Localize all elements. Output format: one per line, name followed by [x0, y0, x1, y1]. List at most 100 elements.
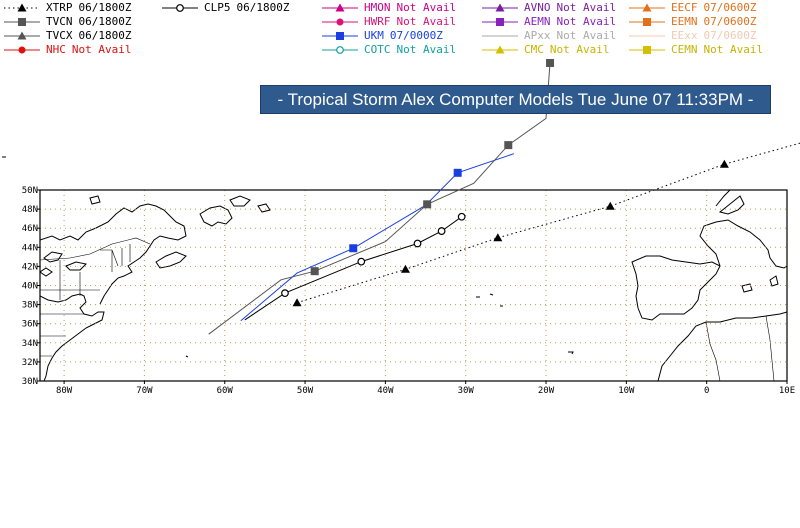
legend-symbol-triangle: [4, 3, 40, 12]
legend-symbol-square: [322, 32, 358, 40]
legend-symbol-triangle: [482, 45, 518, 54]
longitude-labels: 80W 70W 60W 50W 40W 30W 20W 10W 0 10E: [56, 381, 795, 396]
lat-lon-grid: [40, 190, 787, 381]
legend-marker: [17, 31, 27, 40]
lat-tick-label: 40N: [22, 282, 38, 292]
legend-label: COTC: [364, 43, 391, 56]
model-tracks: [208, 58, 800, 335]
legend-symbol-none: [482, 35, 518, 37]
legend-symbol-square: [629, 18, 665, 26]
legend-label: EExx: [671, 29, 698, 42]
legend-item-clp5: CLP5 06/1800Z: [160, 1, 289, 15]
legend-label: TVCX: [46, 29, 73, 42]
legend-label: APxx: [524, 29, 551, 42]
legend-item-eexx: EExx 07/0600Z: [627, 29, 756, 43]
mediterranean-islands: [741, 275, 779, 293]
track-point: [437, 227, 446, 235]
track-point: [281, 289, 289, 298]
track-point: [457, 212, 466, 221]
track-point: [310, 267, 319, 276]
legend-label: TVCN: [46, 15, 73, 28]
legend-label: XTRP: [46, 1, 73, 14]
legend-status: 06/1800Z: [78, 1, 132, 14]
legend-symbol-triangle: [4, 31, 40, 40]
legend-symbol-circle: [322, 18, 358, 26]
lon-tick-label: 20W: [538, 386, 555, 396]
track-point: [605, 201, 615, 210]
legend-marker: [643, 46, 651, 54]
legend-marker: [336, 18, 344, 26]
legend-item-tvcx: TVCX 06/1800Z: [2, 29, 131, 43]
legend-symbol-none: [629, 35, 665, 37]
legend-status: Not Avail: [556, 15, 617, 28]
lat-tick-label: 44N: [22, 243, 38, 253]
legend-symbol-circle-open: [162, 4, 198, 12]
track-point: [719, 159, 729, 168]
lat-tick-label: 38N: [22, 301, 38, 311]
iberia-coastline: [631, 255, 721, 321]
legend-item-eecf: EECF 07/0600Z: [627, 1, 756, 15]
legend-item-avno: AVNO Not Avail: [480, 1, 616, 15]
legend-status: Not Avail: [396, 15, 457, 28]
north-africa-coastline: [657, 311, 787, 381]
track-point: [292, 298, 302, 307]
legend-symbol-circle: [4, 46, 40, 54]
lon-tick-label: 10W: [618, 386, 635, 396]
track-line: [244, 216, 462, 321]
legend-status: 07/0000Z: [389, 29, 443, 42]
legend-item-eemn: EEMN 07/0600Z: [627, 15, 756, 29]
lat-tick-label: 46N: [22, 224, 38, 234]
lon-tick-label: 0: [704, 386, 709, 396]
track-point: [357, 257, 366, 266]
arctic-islands: [89, 195, 271, 213]
track-point: [400, 264, 410, 273]
lat-tick-label: 42N: [22, 262, 38, 272]
nova-scotia: [155, 251, 187, 269]
newfoundland: [199, 205, 233, 227]
legend-status: Not Avail: [549, 43, 610, 56]
legend-status: Not Avail: [556, 29, 617, 42]
track-point: [504, 141, 513, 150]
lat-tick-label: 30N: [22, 377, 38, 387]
legend-marker: [18, 18, 26, 26]
legend-item-xtrp: XTRP 06/1800Z: [2, 1, 131, 15]
legend-marker: [495, 45, 505, 54]
legend-status: 06/1800Z: [78, 15, 132, 28]
legend-label: HWRF: [364, 15, 391, 28]
map-frame: [39, 189, 788, 382]
legend-symbol-square: [629, 46, 665, 54]
legend-marker: [336, 46, 344, 54]
lon-tick-label: 80W: [56, 386, 73, 396]
legend-marker: [496, 18, 504, 26]
legend-status: Not Avail: [556, 1, 617, 14]
africa-borders: [705, 315, 775, 381]
legend-item-ukm: UKM 07/0000Z: [320, 29, 443, 43]
legend-marker: [643, 18, 651, 26]
legend-item-nhc: NHC Not Avail: [2, 43, 131, 57]
legend-status: Not Avail: [396, 43, 457, 56]
legend-marker: [17, 3, 27, 12]
legend-label: HMON: [364, 1, 391, 14]
state-lines: [40, 244, 131, 357]
legend-symbol-square: [4, 18, 40, 26]
legend-item-aemn: AEMN Not Avail: [480, 15, 616, 29]
legend-status: Not Avail: [703, 43, 764, 56]
legend-status: Not Avail: [71, 43, 132, 56]
legend-item-hwrf: HWRF Not Avail: [320, 15, 456, 29]
land-outlines: [40, 190, 787, 381]
track-line: [240, 153, 515, 322]
track-point: [349, 244, 358, 253]
lon-tick-label: 30W: [458, 386, 475, 396]
legend-label: CLP5: [204, 1, 231, 14]
legend-item-cmc: CMC Not Avail: [480, 43, 609, 57]
legend-item-hmon: HMON Not Avail: [320, 1, 456, 15]
legend-status: 07/0600Z: [703, 15, 757, 28]
legend-marker: [335, 3, 345, 12]
legend-symbol-circle-open: [322, 46, 358, 54]
legend-label: CMC: [524, 43, 544, 56]
lat-tick-label: 32N: [22, 358, 38, 368]
legend-label: EECF: [671, 1, 698, 14]
legend-status: 07/0600Z: [703, 29, 757, 42]
track-point: [453, 168, 462, 177]
